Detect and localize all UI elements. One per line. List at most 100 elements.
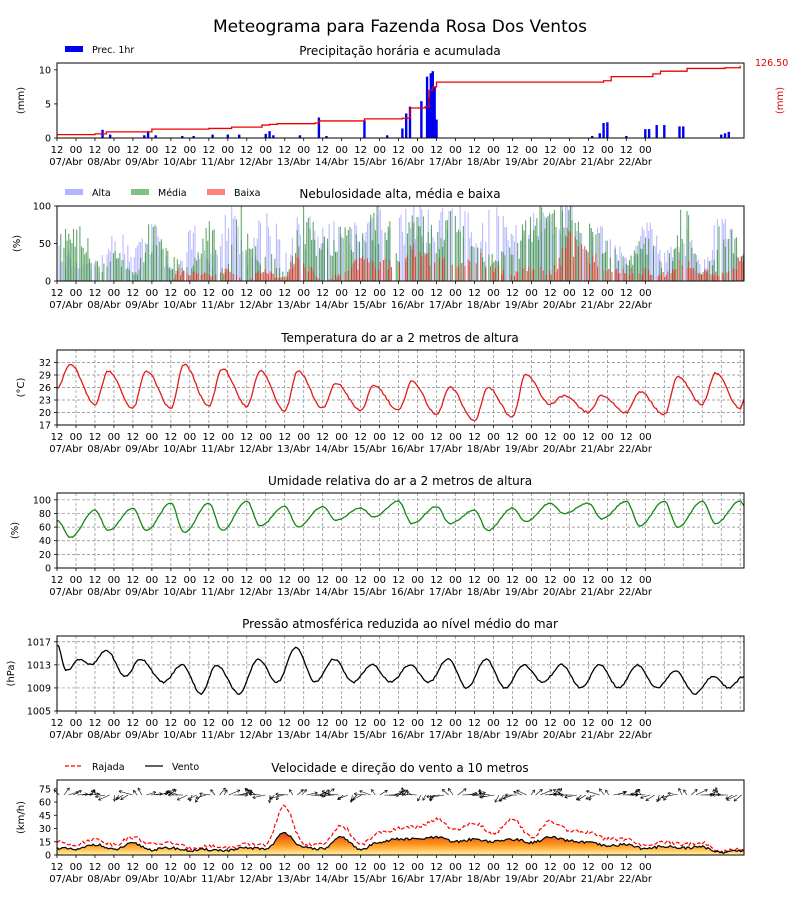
panel-title: Pressão atmosférica reduzida ao nível mé… — [242, 617, 558, 631]
cloud-bar — [475, 263, 477, 281]
cloud-bar — [517, 242, 519, 281]
cloud-bar — [485, 241, 487, 281]
pressure-panel: Pressão atmosférica reduzida ao nível mé… — [6, 617, 745, 741]
cloud-bar — [696, 262, 698, 281]
wind-direction-arrow — [733, 794, 742, 802]
cloud-bar — [600, 225, 602, 281]
cloud-bar — [489, 265, 492, 281]
x-tick-label: 00 — [411, 145, 424, 156]
cloud-bar — [692, 254, 694, 281]
wind-arrowhead — [210, 789, 214, 793]
cloud-bar — [699, 274, 701, 281]
cloud-bar — [368, 222, 370, 281]
y-tick-label: 32 — [39, 358, 51, 369]
temperature-line — [56, 363, 745, 422]
cloud-bar — [497, 265, 500, 281]
wind-direction-arrow — [630, 793, 646, 796]
wind-arrowhead — [90, 790, 95, 794]
wind-direction-arrow — [133, 790, 138, 796]
wind-direction-arrow — [457, 788, 467, 796]
wind-arrowhead — [371, 789, 375, 793]
cloud-bar — [686, 211, 688, 281]
cloud-bar — [571, 220, 573, 281]
x-tick-label: 12 — [51, 862, 64, 873]
x-tick-label: 00 — [335, 718, 348, 729]
x-tick-label: 00 — [487, 288, 500, 299]
x-tick-label: 12 — [316, 432, 329, 443]
cloud-bar — [603, 270, 605, 281]
cloud-bar — [397, 260, 399, 281]
cloud-bar — [458, 266, 460, 281]
accumulated-total-label: 126.50 — [755, 58, 788, 69]
wind-direction-arrow — [466, 792, 478, 796]
x-tick-label: 00 — [373, 145, 386, 156]
cloud-bar — [510, 275, 512, 281]
wind-arrowhead — [172, 788, 176, 792]
x-day-label: 21/Abr — [581, 730, 615, 741]
cloud-bar — [168, 267, 170, 281]
cloud-bar — [649, 222, 651, 281]
cloud-bar — [194, 270, 196, 281]
wind-direction-arrow — [77, 793, 88, 796]
wind-direction-arrow — [379, 789, 388, 796]
cloud-bar — [406, 255, 408, 281]
precip-bar — [663, 125, 666, 138]
wind-arrowhead — [303, 789, 307, 793]
x-day-label: 16/Abr — [391, 157, 425, 168]
x-tick-label: 00 — [259, 575, 272, 586]
cloud-cover-panel: Nebulosidade alta, média e baixa 0 50 100 (%… — [12, 187, 745, 311]
cloud-bar — [726, 272, 728, 281]
cloud-bar — [237, 226, 239, 281]
cloud-bar — [205, 227, 207, 281]
precip-bar — [427, 97, 431, 138]
wind-direction-arrow — [471, 794, 485, 797]
precip-bar — [655, 125, 658, 138]
cloud-bar — [497, 216, 500, 281]
cloud-bar — [303, 263, 305, 281]
cloud-bar — [729, 229, 731, 281]
cloud-bar — [197, 273, 199, 281]
cloud-bar — [170, 269, 172, 281]
cloud-bar — [101, 272, 103, 281]
cloud-bar — [664, 252, 666, 281]
cloud-bar — [413, 243, 415, 281]
cloud-bar — [64, 229, 67, 281]
cloud-bar — [553, 209, 555, 281]
cloud-bar — [688, 215, 690, 281]
cloud-bar — [180, 260, 182, 281]
cloud-bar — [287, 276, 289, 281]
wind-arrowhead — [53, 789, 57, 793]
cloud-bar — [239, 277, 241, 281]
cloud-bar — [680, 209, 682, 281]
x-day-label: 19/Abr — [505, 300, 539, 311]
cloud-bar — [133, 274, 135, 281]
cloud-bar — [625, 273, 627, 281]
x-tick-label: 12 — [620, 432, 633, 443]
wind-arrowhead — [640, 795, 644, 799]
cloud-bar — [713, 275, 715, 281]
x-tick-label: 00 — [411, 575, 424, 586]
cloud-bar — [232, 218, 234, 281]
x-tick-label: 00 — [183, 432, 196, 443]
x-tick-label: 00 — [108, 432, 121, 443]
wind-arrowhead — [553, 793, 557, 797]
x-tick-label: 00 — [108, 575, 121, 586]
wind-arrowhead — [463, 788, 467, 792]
cloud-bar — [354, 222, 356, 281]
cloud-bar — [521, 268, 524, 281]
cloud-bar — [242, 251, 244, 281]
cloud-bar — [267, 227, 269, 281]
cloud-bar — [271, 272, 273, 281]
cloud-bar — [370, 214, 372, 281]
wind-direction-arrow — [68, 791, 79, 796]
precip-bar — [429, 73, 433, 138]
x-tick-label: 12 — [506, 862, 519, 873]
cloud-bar — [705, 270, 707, 281]
x-tick-label: 12 — [316, 145, 329, 156]
cloud-bar — [491, 263, 493, 281]
cloud-bar — [641, 249, 643, 281]
wind-direction-arrow — [401, 787, 404, 796]
cloud-bar — [159, 241, 161, 281]
plot-frame — [56, 205, 745, 282]
cloud-bar — [694, 253, 696, 281]
